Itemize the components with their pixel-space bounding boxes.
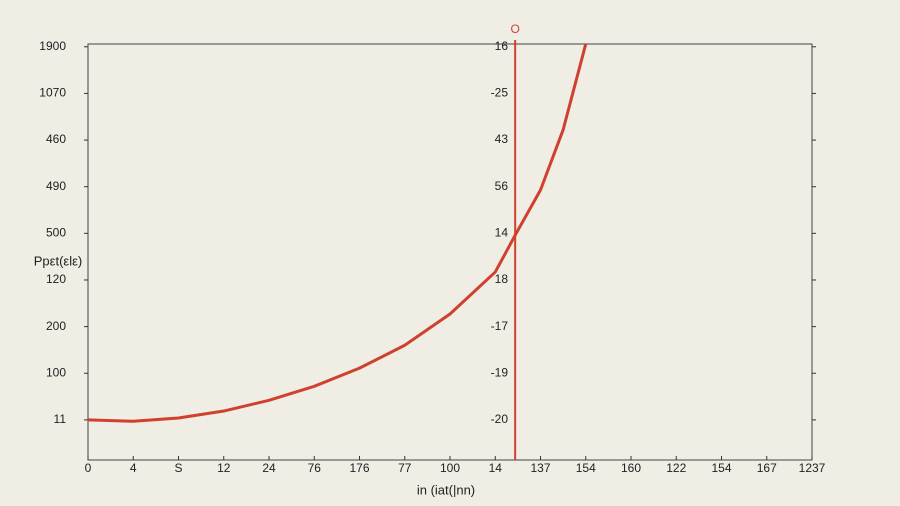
- x-tick-label: 100: [440, 461, 460, 475]
- x-tick-label: 0: [85, 461, 92, 475]
- x-tick-label: S: [174, 461, 182, 475]
- x-tick-label: 76: [308, 461, 322, 475]
- y2-tick-label: -25: [491, 86, 509, 100]
- y-tick-label: 1900: [39, 39, 66, 53]
- y-tick-label: 100: [46, 365, 66, 379]
- plot-frame: [87, 43, 813, 461]
- x-tick-label: 137: [530, 461, 550, 475]
- y2-tick-label: 18: [495, 272, 509, 286]
- x-tick-label: 176: [349, 461, 369, 475]
- x-tick-label: 24: [262, 461, 276, 475]
- x-tick-label: 154: [576, 461, 596, 475]
- x-tick-label: 1237: [799, 461, 826, 475]
- y-tick-label: 490: [46, 179, 66, 193]
- marker-label: O: [510, 22, 519, 36]
- y2-tick-label: 14: [495, 226, 509, 240]
- x-tick-label: 77: [398, 461, 412, 475]
- y-tick-label: 500: [46, 226, 66, 240]
- y-axis-label: Ppεt(εlε): [34, 253, 82, 268]
- y-tick-label: 200: [46, 319, 66, 333]
- data-line: [88, 44, 588, 423]
- x-tick-label: 154: [711, 461, 731, 475]
- x-tick-label: 4: [130, 461, 137, 475]
- y2-tick-label: -20: [491, 412, 509, 426]
- x-tick-label: 14: [489, 461, 503, 475]
- y2-tick-label: -17: [491, 319, 509, 333]
- y2-tick-label: 16: [495, 39, 509, 53]
- x-tick-label: 122: [666, 461, 686, 475]
- x-tick-label: 160: [621, 461, 641, 475]
- y2-tick-label: 43: [495, 132, 509, 146]
- y2-tick-label: -19: [491, 365, 509, 379]
- x-tick-label: 167: [757, 461, 777, 475]
- x-axis-label: in (iat(|nn): [417, 482, 475, 497]
- x-tick-label: 12: [217, 461, 231, 475]
- y-tick-label: 460: [46, 132, 66, 146]
- y-tick-label: 1070: [39, 86, 66, 100]
- y2-tick-label: 56: [495, 179, 509, 193]
- y-tick-label: 120: [46, 272, 66, 286]
- y-tick-label: 11: [54, 412, 67, 426]
